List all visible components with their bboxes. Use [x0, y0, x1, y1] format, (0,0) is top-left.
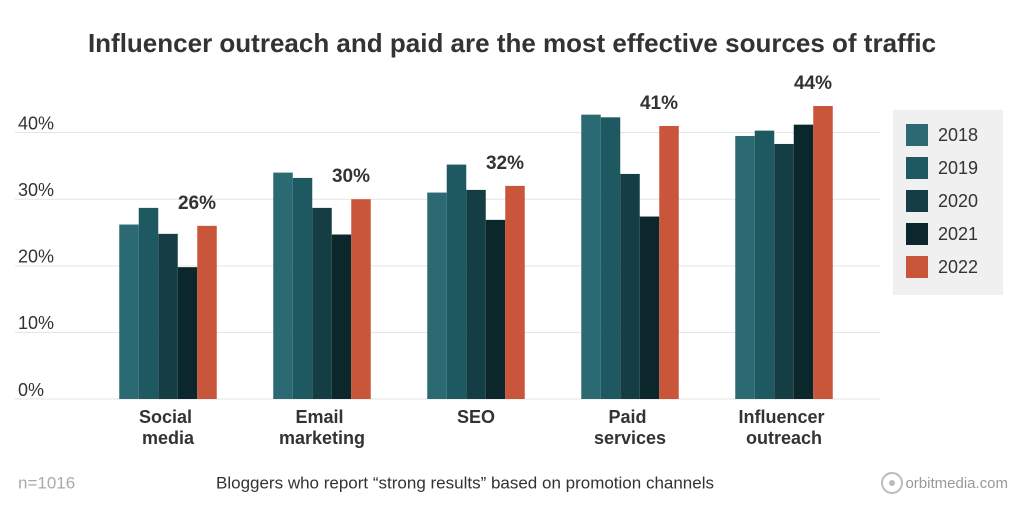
chart-title: Influencer outreach and paid are the mos… [88, 28, 936, 58]
bar [331, 234, 352, 399]
bar [177, 267, 198, 399]
legend-swatch [906, 190, 928, 212]
bar [754, 130, 775, 399]
value-label: 26% [178, 193, 216, 214]
y-tick-label: 30% [18, 180, 54, 200]
bar [774, 143, 794, 399]
sample-note: n=1016 [18, 473, 75, 492]
legend-swatch [906, 223, 928, 245]
legend-label: 2022 [938, 257, 978, 277]
logo-dot [889, 480, 895, 486]
x-tick-label: Social media [139, 407, 197, 448]
bar [620, 173, 640, 399]
value-label: 41% [640, 93, 678, 114]
value-label: 30% [332, 166, 370, 187]
x-tick-label: Influencer outreach [738, 407, 829, 448]
value-label: 44% [794, 73, 832, 94]
bar [600, 117, 621, 399]
bar [138, 207, 159, 399]
legend-swatch [906, 124, 928, 146]
bar [793, 124, 814, 400]
legend-swatch [906, 256, 928, 278]
bar [351, 199, 371, 399]
bar [659, 125, 679, 400]
bar [735, 135, 755, 399]
x-tick-label: Email marketing [279, 407, 365, 448]
bar [119, 224, 139, 399]
bar [197, 225, 217, 399]
source: orbitmedia.com [905, 475, 1008, 492]
y-tick-label: 0% [18, 380, 44, 400]
legend-label: 2019 [938, 158, 978, 178]
legend-label: 2020 [938, 191, 978, 211]
bar [639, 216, 660, 399]
bar [485, 219, 506, 399]
y-tick-label: 10% [18, 313, 54, 333]
bar [312, 207, 332, 399]
bar [466, 189, 486, 399]
value-label: 32% [486, 153, 524, 174]
bar [158, 233, 178, 399]
bar [273, 172, 293, 399]
y-tick-label: 20% [18, 247, 54, 267]
bar [505, 185, 525, 399]
x-tick-label: Paid services [594, 407, 666, 448]
y-tick-label: 40% [18, 113, 54, 133]
x-tick-label: SEO [457, 407, 495, 427]
logo-icon [881, 472, 903, 494]
bar [581, 114, 601, 400]
legend-label: 2018 [938, 125, 978, 145]
bar [446, 164, 467, 399]
bar [292, 177, 313, 399]
legend-label: 2021 [938, 224, 978, 244]
bar [427, 192, 447, 399]
caption: Bloggers who report “strong results” bas… [216, 473, 714, 492]
legend-swatch [906, 157, 928, 179]
bar [813, 106, 833, 399]
